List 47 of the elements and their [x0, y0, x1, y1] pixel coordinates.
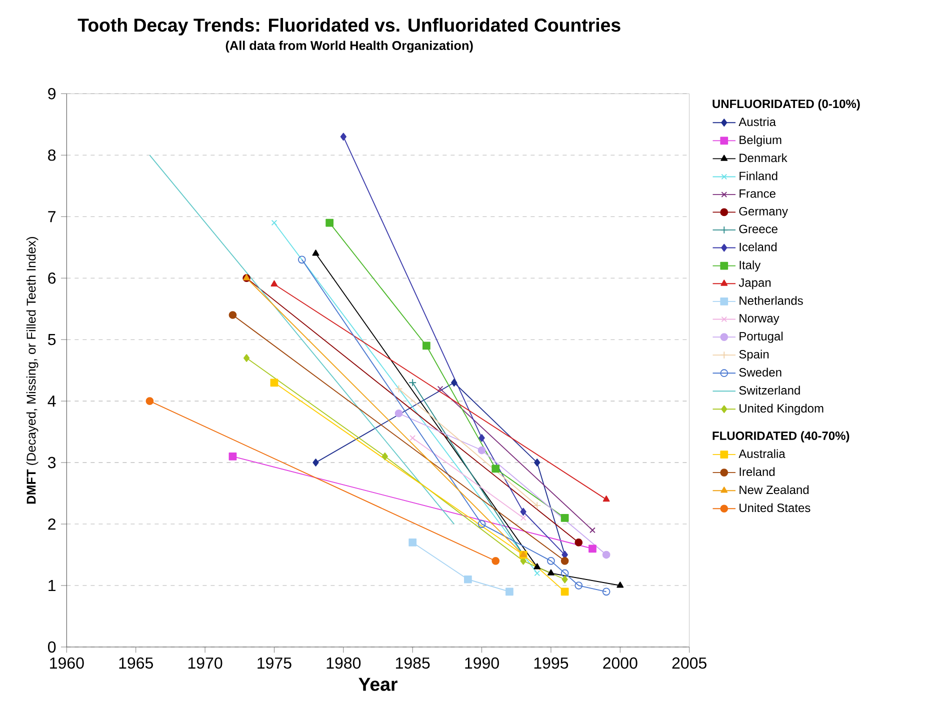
y-tick-label: 1 [48, 580, 56, 592]
legend-label: United Kingdom [740, 404, 824, 415]
y-tick-label: 0 [48, 641, 56, 653]
x-tick-label: 1975 [258, 657, 292, 669]
legend-label: Norway [740, 314, 780, 325]
legend-label: Ireland [740, 467, 775, 476]
x-tick-label: 2000 [603, 657, 638, 669]
x-axis-title: Year [358, 678, 398, 691]
legend-label: New Zealand [740, 485, 809, 494]
legend-label: Germany [739, 206, 788, 218]
x-tick-label: 1980 [326, 657, 361, 669]
legend-label: Switzerland [739, 386, 800, 395]
x-tick-label: 1970 [188, 657, 222, 669]
legend-label: Iceland [740, 242, 777, 252]
y-tick-label: 9 [48, 88, 56, 100]
y-tick-label: 7 [48, 211, 56, 222]
legend-label: Belgium [740, 135, 782, 147]
text: FLUORIDATED (40-70%) [712, 431, 850, 442]
y-axis-title: DMFT (Decayed, Missing, or Filled Teeth Index) [26, 237, 38, 504]
y-tick-label: 3 [48, 456, 56, 468]
legend-title: UNFLUORIDATED (0-10%) [712, 99, 860, 110]
legend-label: Denmark [740, 153, 788, 162]
y-tick-label: 4 [48, 396, 56, 407]
legend-label: France [740, 189, 776, 198]
legend-label: Portugal [740, 332, 783, 343]
x-tick-label: 1990 [465, 657, 499, 669]
legend-label: Greece [739, 224, 778, 234]
y-tick-label: 8 [48, 149, 56, 161]
x-tick-label: 1995 [534, 657, 568, 669]
x-tick-label: 2005 [672, 657, 706, 669]
legend-label: Japan [738, 278, 771, 290]
legend-label: Italy [740, 260, 761, 272]
legend-label: Sweden [739, 368, 782, 377]
x-tick-label: 1965 [119, 657, 153, 669]
legend-label: Austria [738, 117, 776, 126]
legend-label: United States [740, 503, 810, 512]
legend-label: Finland [740, 171, 778, 180]
chart-title: Tooth Decay Trends: Fluoridated vs. Unfluoridated Countries [78, 18, 620, 36]
x-tick-label: 1960 [50, 657, 84, 669]
legend-label: Netherlands [740, 296, 803, 305]
y-tick-label: 6 [48, 272, 56, 284]
y-tick-label: 5 [48, 334, 56, 346]
y-tick-label: 2 [48, 518, 56, 530]
x-tick-label: 1985 [396, 657, 430, 669]
legend-label: Australia [738, 449, 786, 458]
legend-label: Spain [739, 350, 769, 361]
chart-subtitle: (All data from World Health Organization) [226, 40, 473, 53]
